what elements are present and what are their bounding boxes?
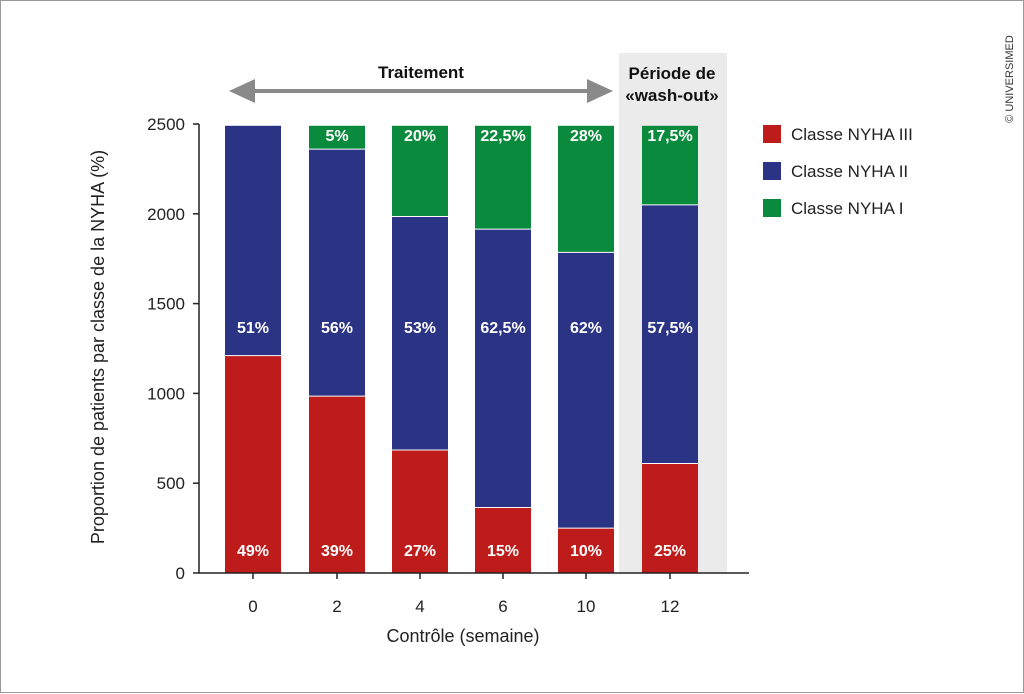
ticks-group: 0 500 1000 1500 2000 2500 0 2 4 6 10 12 [147,115,679,616]
segment-label-0-6: 15% [487,543,519,560]
bar-segment-classe-nyha-i-4 [392,125,448,217]
legend: Classe NYHA III Classe NYHA II Classe NYHA… [763,125,913,218]
bar-segment-classe-nyha-iii-4 [392,449,448,573]
bar-segment-classe-nyha-iii-10 [558,528,614,573]
legend-label-1: Classe NYHA II [791,162,908,181]
segment-label-0-2: 39% [321,543,353,560]
segment-label-1-12: 57,5% [647,320,692,337]
treatment-label: Traitement [378,63,464,82]
bar-segment-classe-nyha-iii-0 [225,355,281,573]
y-tick-label-2500: 2500 [147,115,185,134]
bar-segment-classe-nyha-i-2 [309,125,365,150]
bars-group [225,125,698,573]
x-tick-label-12: 12 [661,597,680,616]
x-tick-label-6: 6 [498,597,507,616]
segment-labels-group: 49% 51% 39% 56% 5% 27% 53% 20% 15% 62,5% 22,5% 10% 6… [237,128,693,560]
legend-swatch-2 [763,199,781,217]
segment-label-0-12: 25% [654,543,686,560]
segment-label-1-6: 62,5% [480,320,525,337]
y-tick-label-0: 0 [176,564,185,583]
segment-label-2-4: 20% [404,128,436,145]
x-tick-label-10: 10 [577,597,596,616]
x-axis-title: Contrôle (semaine) [386,626,539,646]
washout-label-line2: «wash-out» [625,86,719,105]
axes-group [198,124,749,574]
bar-segment-classe-nyha-i-12 [642,125,698,205]
segment-label-0-0: 49% [237,543,269,560]
arrow-head-left [229,79,255,103]
y-tick-label-1000: 1000 [147,384,185,403]
y-tick-label-500: 500 [157,474,185,493]
segment-label-2-6: 22,5% [480,128,525,145]
bar-segment-classe-nyha-ii-10 [558,252,614,529]
legend-swatch-1 [763,162,781,180]
segment-label-1-4: 53% [404,320,436,337]
y-tick-label-2000: 2000 [147,205,185,224]
bar-segment-classe-nyha-ii-0 [225,125,281,356]
x-tick-label-0: 0 [248,597,257,616]
segment-label-2-10: 28% [570,128,602,145]
bar-segment-classe-nyha-iii-12 [642,463,698,573]
bar-segment-classe-nyha-ii-4 [392,216,448,450]
legend-label-0: Classe NYHA III [791,125,913,144]
bar-segment-classe-nyha-iii-2 [309,396,365,573]
bar-segment-classe-nyha-ii-12 [642,204,698,464]
treatment-arrow [229,79,613,103]
y-axis-title: Proportion de patients par classe de la … [88,150,108,544]
bar-segment-classe-nyha-i-10 [558,125,614,253]
copyright-credit: © UNIVERSIMED [1004,35,1016,123]
segment-label-1-10: 62% [570,320,602,337]
x-tick-label-4: 4 [415,597,424,616]
legend-label-2: Classe NYHA I [791,199,903,218]
arrow-head-right [587,79,613,103]
bar-segment-classe-nyha-iii-6 [475,507,531,573]
y-tick-label-1500: 1500 [147,295,185,314]
segment-label-0-10: 10% [570,543,602,560]
segment-label-2-2: 5% [325,128,348,145]
segment-label-2-12: 17,5% [647,128,692,145]
x-tick-label-2: 2 [332,597,341,616]
segment-label-0-4: 27% [404,543,436,560]
washout-label-line1: Période de [629,64,716,83]
legend-swatch-0 [763,125,781,143]
segment-label-1-0: 51% [237,320,269,337]
bar-segment-classe-nyha-i-6 [475,125,531,230]
segment-label-1-2: 56% [321,320,353,337]
bar-segment-classe-nyha-ii-6 [475,229,531,508]
bar-segment-classe-nyha-ii-2 [309,149,365,397]
